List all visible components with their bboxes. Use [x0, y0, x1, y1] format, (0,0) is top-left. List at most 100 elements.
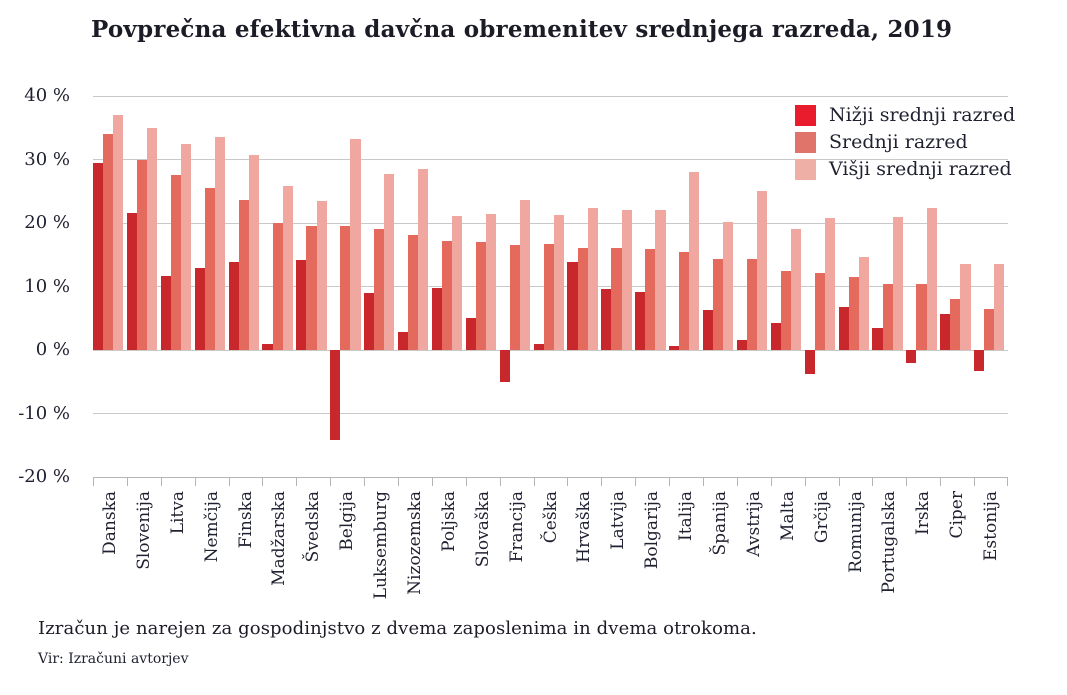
bar-Malta-series1	[770, 323, 781, 350]
bar-Romunija-series1	[838, 306, 849, 350]
bar-Španija-series3	[723, 222, 734, 350]
bar-Danska-series3	[113, 115, 124, 350]
bar-Danska-series2	[103, 134, 114, 350]
legend-item: Srednji razred	[795, 131, 1015, 153]
bar-Madžarska-series3	[282, 185, 293, 350]
bar-Madžarska-series1	[262, 343, 273, 350]
x-axis-tick	[93, 477, 94, 486]
bar-Irska-series2	[916, 283, 927, 350]
bar-Litva-series1	[160, 275, 171, 350]
y-tick-label: 40 %	[24, 85, 70, 106]
bar-Luksemburg-series3	[384, 174, 395, 350]
bar-Latvija-series3	[621, 209, 632, 350]
bar-Nizozemska-series3	[418, 169, 429, 350]
bar-Nemčija-series2	[204, 188, 215, 350]
x-tick-label: Luksemburg	[371, 491, 392, 600]
bar-Avstrija-series1	[736, 340, 747, 350]
source-note: Vir: Izračuni avtorjev	[38, 651, 189, 667]
bar-Estonija-series2	[984, 309, 995, 350]
bar-Slovenija-series2	[136, 159, 148, 350]
y-tick-label: 30 %	[24, 148, 70, 170]
bar-Španija-series2	[713, 258, 724, 350]
y-tick-label: 10 %	[24, 275, 70, 297]
bar-Portugalska-series3	[892, 217, 903, 350]
y-tick-label: -10 %	[18, 402, 70, 424]
x-tick-label: Danska	[99, 491, 120, 555]
x-axis-tick	[872, 477, 874, 486]
bar-Latvija-series1	[601, 289, 612, 350]
bar-Hrvaška-series2	[577, 247, 588, 350]
bar-Češka-series2	[543, 243, 554, 350]
bar-Portugalska-series2	[882, 283, 893, 350]
bar-Finska-series3	[248, 155, 259, 350]
bar-Belgija-series1	[330, 350, 341, 441]
bar-Poljska-series2	[441, 241, 453, 350]
y-tick-label: -20 %	[18, 466, 70, 487]
x-axis-tick	[940, 477, 942, 486]
bar-Hrvaška-series1	[567, 261, 578, 350]
x-tick-label: Slovaška	[472, 491, 493, 568]
bar-Slovenija-series3	[147, 127, 158, 350]
gridline	[93, 413, 1008, 414]
x-axis-tick	[228, 477, 230, 486]
y-tick-label: 0 %	[35, 339, 70, 360]
bar-Švedska-series2	[306, 226, 317, 350]
x-tick-label: Madžarska	[269, 491, 290, 586]
bar-Grčija-series3	[824, 217, 835, 350]
bar-Finska-series1	[228, 261, 239, 350]
bar-Slovaška-series2	[475, 242, 486, 350]
gridline	[93, 95, 1008, 97]
x-tick-label: Švedska	[303, 491, 324, 563]
gridline	[93, 349, 1008, 351]
bar-Slovaška-series3	[485, 214, 497, 350]
x-tick-label: Češka	[540, 491, 561, 544]
bar-Finska-series2	[238, 200, 249, 350]
bar-Italija-series1	[669, 346, 680, 350]
x-axis-tick	[567, 477, 569, 486]
x-tick-label: Ciper	[947, 491, 968, 539]
bar-Češka-series3	[553, 214, 564, 350]
bar-Nizozemska-series2	[408, 235, 419, 350]
bar-Malta-series2	[780, 271, 791, 350]
plot-area	[93, 95, 1008, 486]
x-tick-label: Romunija	[845, 491, 866, 573]
x-tick-label: Francija	[506, 491, 527, 563]
bar-Madžarska-series2	[272, 223, 283, 350]
x-tick-label: Finska	[235, 491, 256, 549]
y-tick-label: 20 %	[24, 212, 70, 233]
x-axis-tick	[974, 477, 976, 486]
legend: Nižji srednji razred Srednji razred Višji …	[795, 104, 1015, 180]
x-axis-tick	[160, 477, 162, 486]
x-axis-tick	[669, 477, 671, 486]
x-tick-label: Avstrija	[743, 491, 764, 557]
bar-Francija-series3	[519, 200, 530, 350]
x-tick-label: Malta	[777, 491, 798, 541]
bar-Bolgarija-series1	[635, 291, 646, 350]
gridline	[93, 159, 1008, 160]
x-axis-tick	[296, 477, 298, 486]
bar-Malta-series3	[790, 228, 802, 350]
x-tick-label: Nemčija	[201, 491, 222, 563]
x-axis-tick	[194, 477, 196, 486]
x-axis-tick	[499, 477, 501, 486]
bar-Švedska-series3	[316, 201, 327, 350]
x-axis-tick	[906, 477, 908, 486]
bar-Avstrija-series3	[757, 190, 768, 350]
bar-Litva-series3	[180, 143, 192, 350]
legend-item: Višji srednji razred	[795, 158, 1015, 180]
gridline	[93, 476, 1008, 478]
x-tick-label: Estonija	[981, 491, 1002, 561]
bar-Češka-series1	[533, 343, 544, 350]
x-tick-label: Nizozemska	[404, 491, 425, 595]
bar-Španija-series1	[703, 309, 714, 350]
legend-label: Srednji razred	[829, 131, 968, 153]
bar-Avstrija-series2	[746, 258, 758, 350]
bar-Romunija-series2	[848, 276, 859, 350]
bar-Nemčija-series1	[194, 268, 205, 350]
legend-label: Nižji srednji razred	[829, 104, 1016, 126]
x-tick-label: Poljska	[438, 491, 459, 552]
bar-Bolgarija-series3	[655, 210, 666, 350]
x-axis-tick	[703, 477, 704, 486]
bar-Italija-series3	[689, 171, 700, 350]
